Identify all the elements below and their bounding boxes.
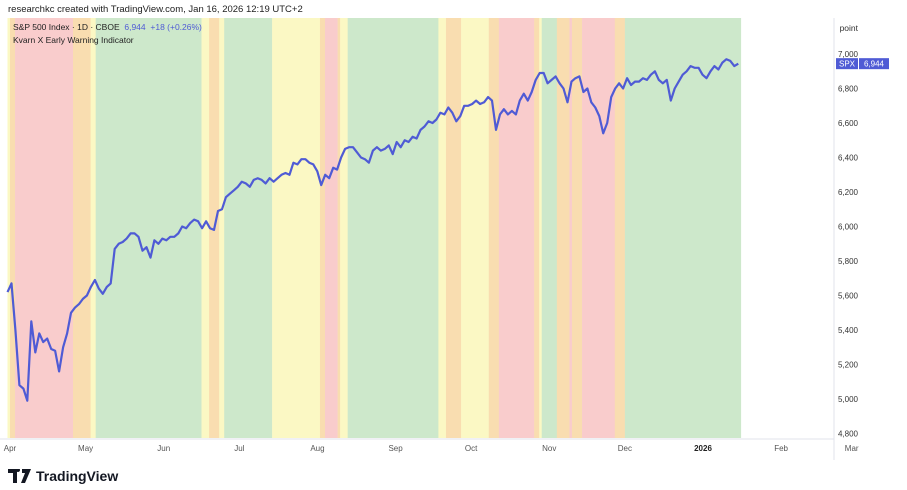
signal-band-O [556, 18, 570, 438]
signal-band-G [224, 18, 273, 438]
signal-band-O [445, 18, 462, 438]
price-tick-label: 6,400 [838, 154, 859, 163]
time-tick-label: Feb [774, 444, 788, 453]
signal-band-Y [7, 18, 11, 438]
symbol-legend[interactable]: S&P 500 Index · 1D · CBOE 6,944 +18 (+0.… [13, 22, 202, 32]
signal-band-O [488, 18, 500, 438]
price-change: +18 (+0.26%) [150, 22, 202, 32]
signal-band-O [571, 18, 583, 438]
time-tick-label: 2026 [694, 444, 712, 453]
time-tick-label: Dec [618, 444, 632, 453]
last-price-label: 6,944 [864, 60, 885, 69]
signal-band-R [498, 18, 535, 438]
signal-band-R [582, 18, 616, 438]
signal-band-Y [219, 18, 225, 438]
signal-band-O [10, 18, 16, 438]
last-price-badge [859, 58, 889, 70]
time-tick-label: Nov [542, 444, 556, 453]
tradingview-logo-icon [8, 469, 31, 483]
time-tick-label: Jul [234, 444, 244, 453]
spx-price-line [6, 58, 739, 402]
signal-band-O [319, 18, 326, 438]
time-tick-label: Sep [388, 444, 403, 453]
price-tick-label: 6,600 [838, 119, 859, 128]
time-tick-label: Oct [465, 444, 478, 453]
price-tick-label: 6,800 [838, 85, 859, 94]
price-tick-label: 4,800 [838, 430, 859, 439]
brand-name: TradingView [36, 468, 119, 484]
price-tick-label: 5,000 [838, 395, 859, 404]
signal-band-R [325, 18, 338, 438]
signal-band-O [614, 18, 626, 438]
time-tick-label: Jun [157, 444, 170, 453]
signal-band-O [534, 18, 540, 438]
signal-band-G [347, 18, 439, 438]
last-price: 6,944 [124, 22, 146, 32]
time-tick-label: May [78, 444, 93, 453]
time-tick-label: Mar [845, 444, 859, 453]
signal-band-Y [272, 18, 321, 438]
ticker-badge [836, 58, 858, 70]
chart-credit: researchkc created with TradingView.com,… [8, 4, 303, 15]
price-tick-label: 6,200 [838, 188, 859, 197]
price-tick-label: 5,600 [838, 292, 859, 301]
time-tick-label: Apr [4, 444, 17, 453]
signal-band-Y [340, 18, 348, 438]
price-tick-label: 5,400 [838, 326, 859, 335]
price-tick-label: 7,000 [838, 50, 859, 59]
indicator-legend[interactable]: Kvarn X Early Warning Indicator [13, 35, 134, 45]
symbol-title: S&P 500 Index · 1D · CBOE [13, 22, 120, 32]
signal-band-G [541, 18, 558, 438]
signal-band-Y [539, 18, 543, 438]
signal-band-R [15, 18, 74, 438]
signal-band-O [73, 18, 91, 438]
ticker-label: SPX [839, 60, 856, 69]
price-tick-label: 5,800 [838, 257, 859, 266]
time-tick-label: Aug [310, 444, 324, 453]
signal-band-G [624, 18, 742, 438]
signal-band-R [569, 18, 573, 438]
price-axis-unit: point [840, 23, 859, 33]
price-tick-label: 5,200 [838, 361, 859, 370]
signal-band-O [337, 18, 341, 438]
signal-band-Y [461, 18, 490, 438]
signal-band-Y [438, 18, 447, 438]
price-tick-label: 6,000 [838, 223, 859, 232]
tradingview-logo[interactable]: TradingView [8, 468, 118, 484]
signal-band-Y [201, 18, 210, 438]
signal-band-Y [90, 18, 96, 438]
